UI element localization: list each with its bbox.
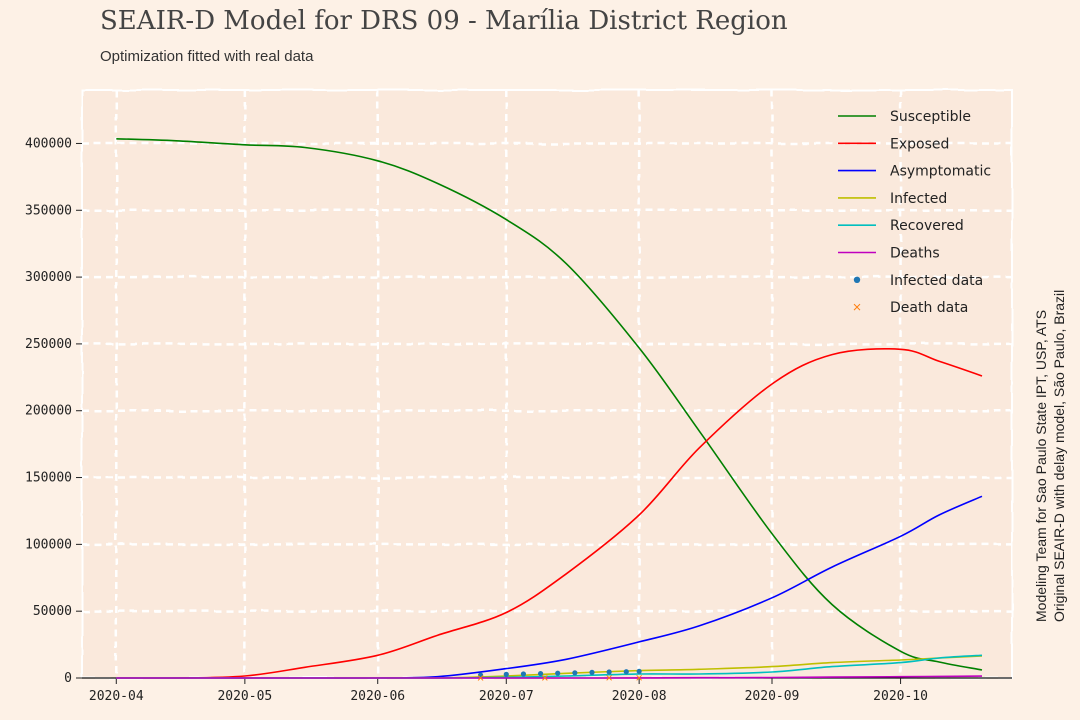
credit-line-1: Modeling Team for Sao Paulo State IPT, U… <box>1033 309 1049 622</box>
legend-label-death-data: Death data <box>890 300 968 316</box>
y-tick-label: 0 <box>64 671 72 686</box>
infected-data-point <box>623 669 629 675</box>
death-data-point <box>606 674 612 681</box>
legend-label-infected-data: Infected data <box>890 273 983 289</box>
infected-data-point <box>477 672 484 678</box>
infected-data-point <box>503 671 509 677</box>
chart-title: SEAIR-D Model for DRS 09 - Marília Distr… <box>100 6 788 36</box>
infected-data-point <box>537 670 544 677</box>
x-tick-label: 2020-09 <box>745 689 800 704</box>
legend-swatch-death-data <box>853 303 861 311</box>
x-tick-label: 2020-10 <box>873 689 928 704</box>
y-tick-label: 100000 <box>25 537 72 552</box>
legend-swatch-infected-data <box>853 276 861 283</box>
x-tick-label: 2020-06 <box>350 689 405 704</box>
infected-data-point <box>520 671 527 677</box>
series-line-exposed <box>116 348 983 679</box>
infected-data-point <box>606 669 612 675</box>
series-line-deaths <box>116 675 983 679</box>
death-data-point <box>636 674 642 681</box>
x-tick-label: 2020-05 <box>217 689 272 704</box>
death-data-point <box>542 675 548 681</box>
legend: Susceptible Exposed Asymptomatic Infected Re… <box>838 109 991 316</box>
y-tick-label: 150000 <box>25 471 72 486</box>
y-tick-label: 400000 <box>25 136 72 151</box>
series-lines <box>116 138 983 679</box>
credit-line-2: Original SEAIR-D with delay model, São P… <box>1051 289 1067 622</box>
infected-data-point <box>636 668 642 674</box>
chart-subtitle: Optimization fitted with real data <box>100 48 314 65</box>
legend-label-deaths: Deaths <box>890 246 940 262</box>
plot-area <box>81 89 1013 679</box>
infected-data-point <box>589 669 595 675</box>
infected-data-point <box>572 670 578 676</box>
scatter-marks <box>477 668 642 681</box>
y-axis: 0 50000 100000 150000 200000 250000 300000 3500… <box>25 136 82 686</box>
y-tick-label: 200000 <box>25 404 72 419</box>
death-data-point <box>477 675 484 681</box>
y-tick-label: 50000 <box>33 604 72 619</box>
legend-label-asymptomatic: Asymptomatic <box>890 164 991 180</box>
infected-data-point <box>555 670 561 676</box>
series-line-susceptible <box>116 138 983 671</box>
x-axis: 2020-04 2020-05 2020-06 2020-07 2020-08 2020-… <box>82 677 1012 704</box>
x-tick-label: 2020-07 <box>479 689 534 704</box>
legend-label-susceptible: Susceptible <box>890 109 971 125</box>
y-tick-label: 350000 <box>25 203 72 218</box>
x-tick-label: 2020-08 <box>612 689 667 704</box>
x-tick-label: 2020-04 <box>89 689 144 704</box>
legend-label-infected: Infected <box>890 191 947 207</box>
y-tick-label: 250000 <box>25 337 72 352</box>
y-tick-label: 300000 <box>25 270 72 285</box>
legend-label-exposed: Exposed <box>890 136 949 152</box>
legend-label-recovered: Recovered <box>890 218 964 234</box>
